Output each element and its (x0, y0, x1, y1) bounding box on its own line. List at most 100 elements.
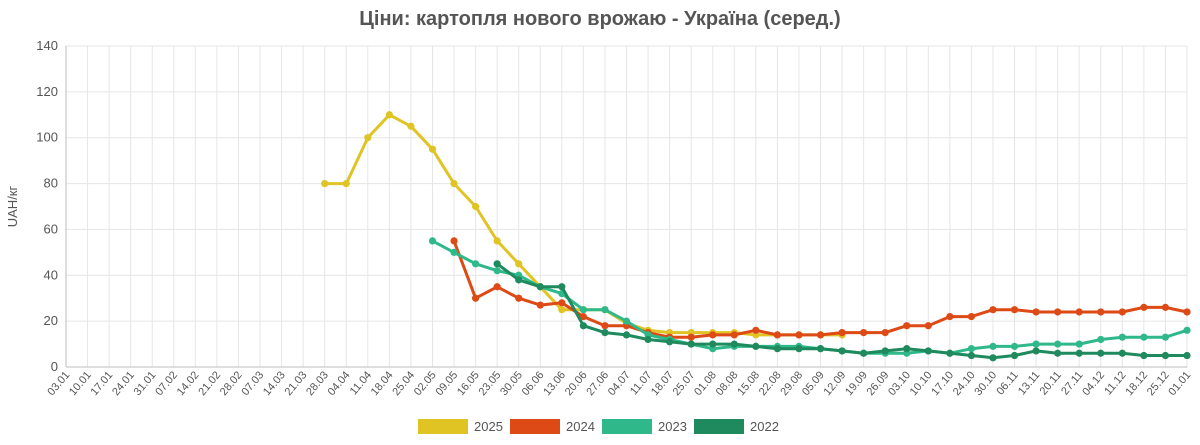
data-point (773, 331, 782, 339)
data-point (795, 345, 803, 353)
x-tick-label: 07.02 (153, 369, 180, 398)
data-point (967, 345, 976, 353)
data-point (428, 237, 437, 245)
x-tick-label: 08.08 (714, 369, 741, 398)
data-point (967, 351, 976, 360)
data-point (1183, 308, 1191, 316)
data-point (989, 306, 997, 314)
x-tick-label: 24.10 (951, 369, 978, 398)
data-point (515, 276, 523, 284)
x-tick-label: 16.05 (455, 369, 482, 398)
data-point (1140, 351, 1148, 360)
x-tick-label: 13.11 (1016, 369, 1042, 397)
data-point (601, 322, 609, 330)
x-tick-label: 02.05 (412, 369, 439, 398)
data-point (730, 340, 738, 348)
y-tick-label: 140 (36, 38, 58, 53)
x-tick-label: 09.05 (433, 369, 460, 398)
x-tick-label: 18.04 (369, 369, 396, 398)
x-tick-label: 10.10 (908, 369, 935, 398)
x-tick-label: 06.11 (994, 369, 1020, 397)
data-point (860, 329, 868, 337)
data-point (1161, 303, 1170, 311)
data-point (752, 326, 760, 334)
x-tick-label: 05.09 (800, 369, 827, 398)
x-tick-label: 17.10 (929, 369, 956, 398)
series-2022 (493, 260, 1191, 362)
data-point (1075, 308, 1083, 316)
data-point (601, 329, 609, 337)
x-tick-label: 23.05 (477, 369, 504, 398)
data-point (1032, 340, 1040, 348)
data-point (1010, 306, 1019, 314)
data-point (321, 179, 329, 188)
legend-label: 2024 (566, 419, 595, 434)
data-point (924, 347, 932, 355)
data-point (493, 267, 501, 275)
x-tick-label: 25.07 (671, 369, 698, 398)
data-point (450, 179, 458, 188)
data-point (816, 331, 825, 339)
data-point (493, 237, 501, 245)
data-point (471, 260, 480, 268)
y-tick-label: 40 (44, 267, 58, 282)
data-point (924, 322, 932, 330)
data-point (1161, 333, 1170, 341)
data-point (579, 306, 587, 314)
data-point (1075, 340, 1083, 348)
data-point (536, 301, 544, 309)
data-point (666, 338, 674, 346)
x-tick-label: 25.12 (1145, 369, 1172, 398)
data-point (773, 345, 782, 353)
series-group (321, 111, 1191, 362)
legend-label: 2023 (658, 419, 687, 434)
x-tick-label: 07.03 (239, 369, 266, 398)
legend-swatch (418, 419, 468, 434)
x-tick-label: 11.12 (1102, 369, 1128, 397)
data-point (1032, 347, 1040, 355)
x-tick-label: 01.01 (1166, 369, 1193, 398)
legend-swatch (602, 419, 652, 434)
data-point (946, 349, 954, 357)
x-tick-label: 21.03 (283, 369, 310, 398)
x-tick-label: 21.02 (196, 369, 223, 398)
y-tick-label: 80 (44, 176, 58, 191)
y-tick-label: 120 (36, 84, 58, 99)
data-point (881, 347, 889, 355)
x-tick-label: 28.02 (218, 369, 245, 398)
data-point (1054, 340, 1062, 348)
x-tick-label: 04.07 (606, 369, 633, 398)
data-point (838, 347, 846, 355)
data-point (1097, 308, 1105, 316)
x-tick-label: 28.03 (304, 369, 331, 398)
data-point (860, 349, 868, 357)
data-point (989, 354, 997, 362)
data-point (795, 331, 803, 339)
data-point (450, 248, 458, 256)
data-point (1075, 349, 1083, 357)
data-point (1097, 349, 1105, 357)
data-point (342, 179, 350, 188)
x-tick-label: 17.01 (89, 369, 116, 398)
data-point (644, 335, 652, 344)
data-point (515, 260, 523, 268)
x-tick-label: 03.01 (45, 369, 72, 398)
x-tick-label: 26.09 (865, 369, 892, 398)
data-point (752, 342, 760, 350)
series-2023 (428, 237, 1191, 357)
x-tick-label: 29.08 (778, 369, 805, 398)
data-point (709, 331, 717, 339)
x-tick-label: 31.01 (132, 369, 159, 398)
y-tick-label: 0 (51, 359, 58, 374)
legend-swatch (510, 419, 560, 434)
data-point (471, 294, 480, 302)
data-point (967, 312, 976, 321)
x-tick-label: 24.01 (110, 369, 137, 398)
y-axis-label: UAH/кг (5, 186, 20, 228)
data-point (558, 306, 566, 314)
data-point (601, 306, 609, 314)
x-tick-label: 11.04 (348, 369, 374, 397)
data-point (493, 260, 501, 268)
